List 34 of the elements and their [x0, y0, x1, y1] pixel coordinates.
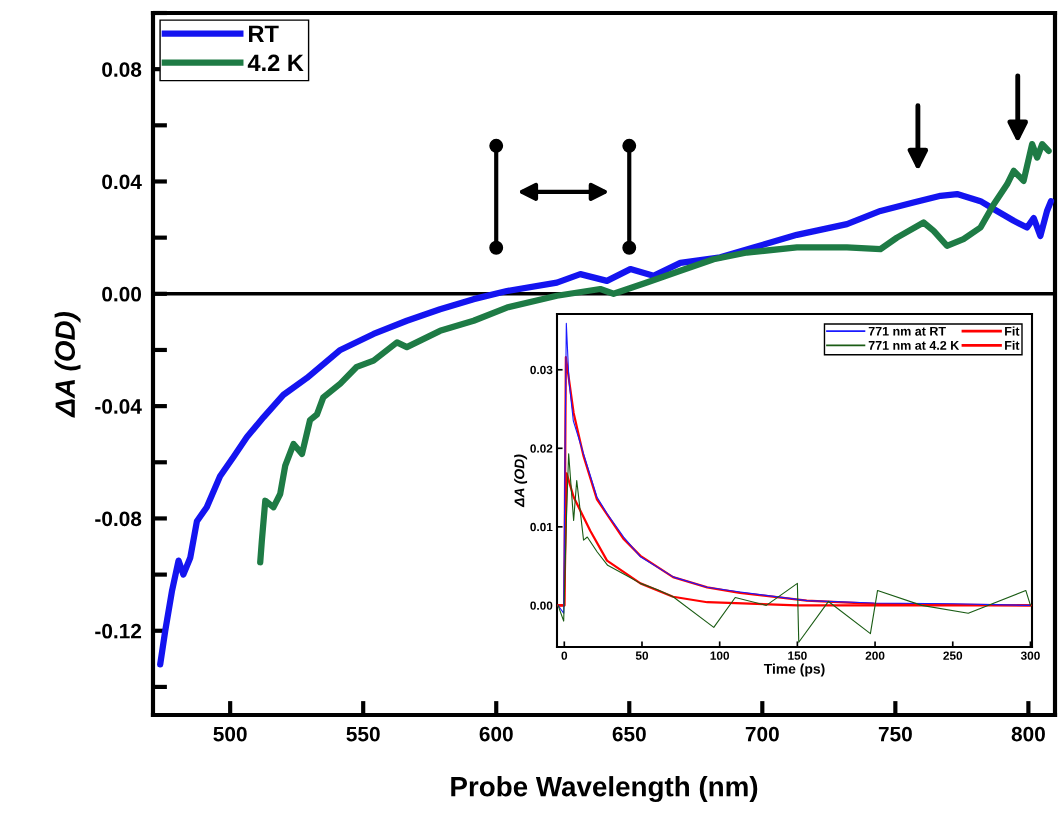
legend-label: Fit	[1005, 340, 1020, 350]
legend-label: 771 nm at RT	[868, 326, 946, 336]
x-tick-label: 500	[213, 726, 247, 742]
x-tick-label: 50	[635, 651, 649, 660]
x-tick-label: 200	[865, 651, 885, 660]
y-tick-label: -0.04	[95, 399, 142, 414]
legend-label: RT	[249, 25, 279, 42]
x-axis-title: Probe Wavelength (nm)	[451, 776, 758, 803]
y-axis-title: ΔA (OD)	[514, 454, 528, 508]
x-axis-title: Time (ps)	[763, 663, 825, 677]
x-tick-label: 250	[943, 651, 963, 660]
y-tick-label: -0.08	[95, 511, 142, 527]
legend-label: Fit	[1005, 326, 1020, 336]
y-tick-label: 0.00	[102, 286, 142, 302]
y-tick-label: 0.08	[102, 62, 142, 77]
y-tick-label: 0.01	[530, 522, 553, 532]
y-tick-label: 0.00	[530, 601, 553, 610]
y-tick-label: 0.02	[530, 444, 553, 453]
y-axis-title: ΔA (OD)	[54, 312, 81, 418]
x-tick-label: 700	[745, 726, 779, 742]
x-tick-label: 600	[479, 726, 513, 742]
legend-label: 4.2 K	[247, 54, 304, 72]
x-tick-label: 650	[612, 726, 646, 742]
x-tick-label: 550	[346, 726, 380, 742]
x-tick-label: 0	[561, 651, 568, 660]
legend-label: 771 nm at 4.2 K	[868, 340, 960, 350]
x-tick-label: 100	[710, 651, 730, 660]
x-tick-label: 800	[1011, 726, 1045, 742]
y-tick-label: 0.03	[530, 365, 553, 375]
y-tick-label: 0.04	[102, 174, 142, 190]
x-tick-label: 150	[788, 651, 807, 660]
x-tick-label: 300	[1020, 651, 1040, 660]
y-tick-label: -0.12	[95, 623, 142, 639]
x-tick-label: 750	[878, 726, 912, 742]
